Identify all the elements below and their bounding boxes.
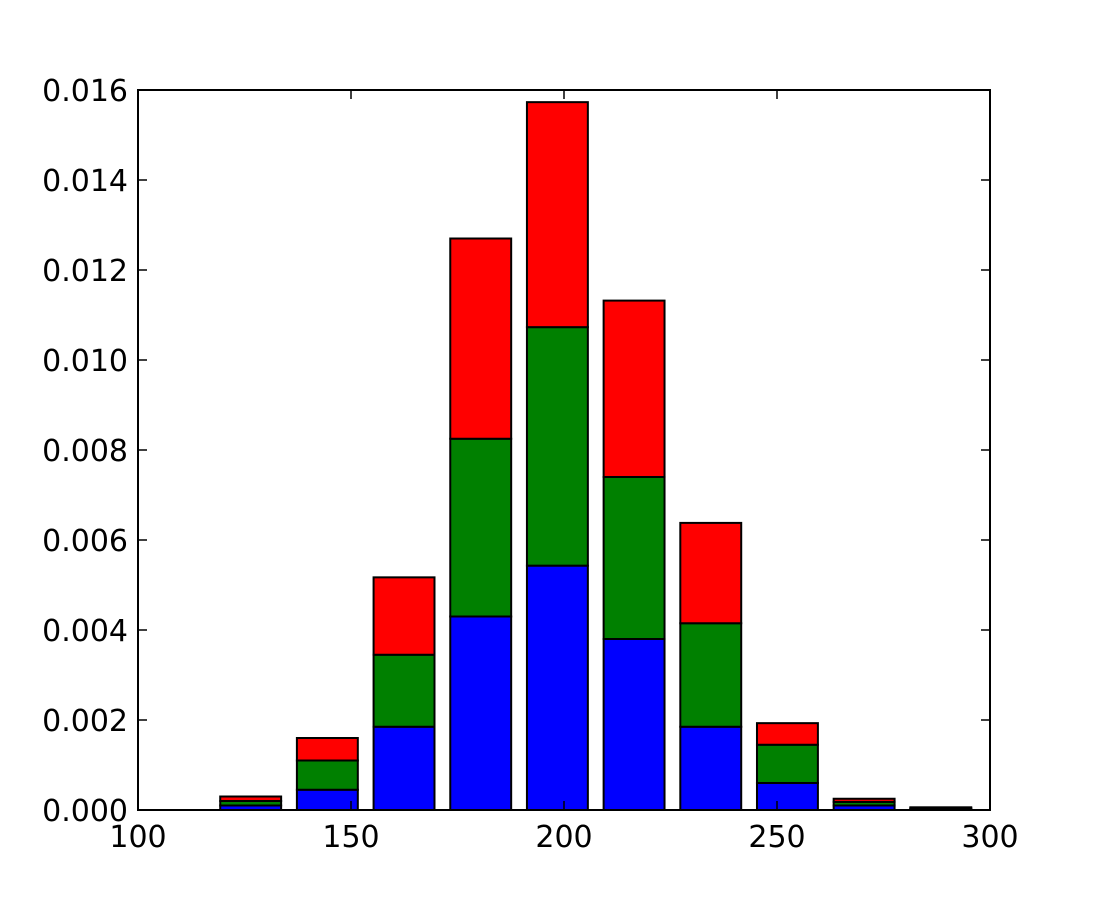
bar-segment [372,653,436,728]
y-tick-label: 0.014 [42,164,128,199]
bar-segment [449,437,513,618]
x-tick-labels: 100 150 200 250 300 [109,820,1018,855]
y-tick-label: 0.002 [42,704,128,739]
bar-segment [602,476,666,640]
bar-segment [679,521,743,625]
tick-marks [137,89,991,811]
y-tick-label: 0.006 [42,524,128,559]
x-tick-label: 200 [535,820,592,855]
y-tick-label: 0.016 [42,74,128,109]
y-tick-labels: 0.000 0.002 0.004 0.006 0.008 0.010 0.012 0.014… [42,74,128,829]
bar-segment [679,622,743,728]
bar-segment [449,237,513,440]
bar-segment [295,759,359,791]
bar-segment [219,795,283,802]
bar-segment [755,782,819,811]
y-tick-label: 0.004 [42,614,128,649]
y-tick-label: 0.010 [42,344,128,379]
bar-segment [755,722,819,746]
bar-segment [602,299,666,478]
y-tick-label: 0.008 [42,434,128,469]
bar-group [219,101,973,812]
y-tick-label: 0.000 [42,794,128,829]
bar-segment [909,806,973,810]
x-tick-label: 300 [961,820,1018,855]
bar-segment [372,725,436,811]
bar-segment [679,725,743,811]
bar-segment [525,564,589,812]
bar-segment [295,737,359,762]
bar-segment [295,788,359,811]
x-tick-label: 150 [322,820,379,855]
bar-segment [525,101,589,329]
y-tick-label: 0.012 [42,254,128,289]
bar-segment [755,743,819,784]
bar-segment [449,615,513,811]
x-tick-label: 250 [748,820,805,855]
bar-segment [372,576,436,656]
bar-segment [602,638,666,811]
bar-segment [525,326,589,567]
bar-segment [832,797,896,803]
x-tick-label: 100 [109,820,166,855]
